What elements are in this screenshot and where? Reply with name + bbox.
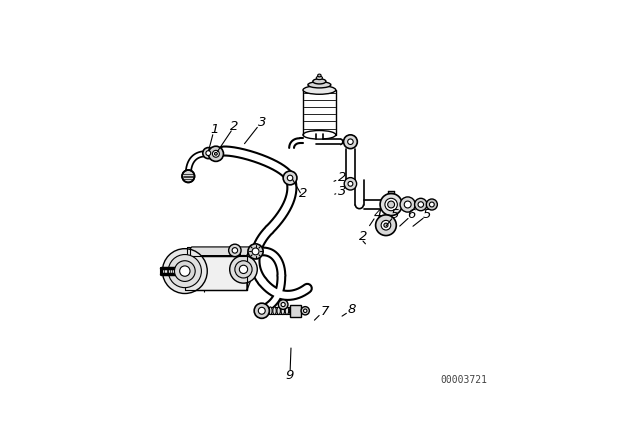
Circle shape bbox=[254, 303, 269, 319]
Text: 5: 5 bbox=[391, 208, 399, 221]
Text: 2: 2 bbox=[338, 172, 346, 185]
Circle shape bbox=[283, 171, 297, 185]
Text: 4: 4 bbox=[374, 208, 382, 221]
Ellipse shape bbox=[303, 130, 336, 139]
Circle shape bbox=[175, 261, 195, 281]
Ellipse shape bbox=[273, 307, 276, 314]
Ellipse shape bbox=[308, 82, 331, 88]
Circle shape bbox=[235, 261, 252, 278]
Circle shape bbox=[344, 177, 356, 190]
Ellipse shape bbox=[281, 307, 285, 314]
Circle shape bbox=[348, 139, 353, 145]
Circle shape bbox=[385, 198, 397, 211]
Circle shape bbox=[259, 307, 265, 314]
Bar bbox=[269, 307, 298, 314]
Ellipse shape bbox=[289, 307, 293, 314]
Circle shape bbox=[348, 181, 353, 186]
Circle shape bbox=[415, 198, 427, 211]
Circle shape bbox=[429, 202, 435, 207]
Circle shape bbox=[344, 135, 357, 149]
Polygon shape bbox=[185, 247, 250, 255]
Text: 00003721: 00003721 bbox=[441, 375, 488, 385]
Circle shape bbox=[168, 254, 202, 288]
Circle shape bbox=[381, 220, 391, 230]
Text: 3: 3 bbox=[338, 185, 346, 198]
Circle shape bbox=[180, 266, 190, 276]
Bar bbox=[291, 305, 301, 317]
Circle shape bbox=[426, 199, 437, 210]
Circle shape bbox=[404, 201, 411, 208]
Text: 2: 2 bbox=[359, 230, 367, 243]
Circle shape bbox=[388, 201, 395, 208]
Circle shape bbox=[232, 248, 237, 253]
Bar bbox=[185, 255, 247, 290]
Text: 5: 5 bbox=[423, 208, 431, 221]
Circle shape bbox=[376, 215, 396, 236]
Circle shape bbox=[380, 194, 402, 215]
Ellipse shape bbox=[303, 86, 336, 94]
Ellipse shape bbox=[277, 307, 280, 314]
Circle shape bbox=[239, 265, 248, 273]
Circle shape bbox=[212, 151, 220, 157]
Text: 3: 3 bbox=[259, 116, 267, 129]
Circle shape bbox=[208, 146, 223, 161]
Circle shape bbox=[384, 223, 388, 227]
Circle shape bbox=[228, 244, 241, 257]
Text: 8: 8 bbox=[348, 303, 356, 316]
Text: 2: 2 bbox=[230, 120, 238, 133]
Text: 7: 7 bbox=[321, 305, 330, 318]
Circle shape bbox=[301, 306, 309, 315]
Ellipse shape bbox=[313, 79, 326, 84]
Circle shape bbox=[400, 197, 415, 212]
Circle shape bbox=[248, 244, 263, 259]
Ellipse shape bbox=[317, 74, 321, 77]
Circle shape bbox=[206, 151, 211, 155]
Circle shape bbox=[182, 170, 195, 182]
Circle shape bbox=[287, 175, 293, 181]
Text: 2: 2 bbox=[299, 187, 307, 200]
Circle shape bbox=[418, 202, 424, 207]
Ellipse shape bbox=[269, 307, 272, 314]
Circle shape bbox=[230, 255, 257, 283]
Circle shape bbox=[281, 302, 285, 306]
Text: 9: 9 bbox=[286, 369, 294, 382]
Circle shape bbox=[278, 300, 288, 310]
Text: 1: 1 bbox=[211, 123, 219, 136]
Circle shape bbox=[203, 147, 214, 159]
Circle shape bbox=[252, 248, 259, 255]
Circle shape bbox=[214, 152, 217, 155]
Polygon shape bbox=[247, 247, 250, 290]
Ellipse shape bbox=[285, 307, 289, 314]
Circle shape bbox=[303, 309, 307, 313]
Text: 6: 6 bbox=[407, 208, 415, 221]
Ellipse shape bbox=[316, 76, 323, 80]
Circle shape bbox=[163, 249, 207, 293]
